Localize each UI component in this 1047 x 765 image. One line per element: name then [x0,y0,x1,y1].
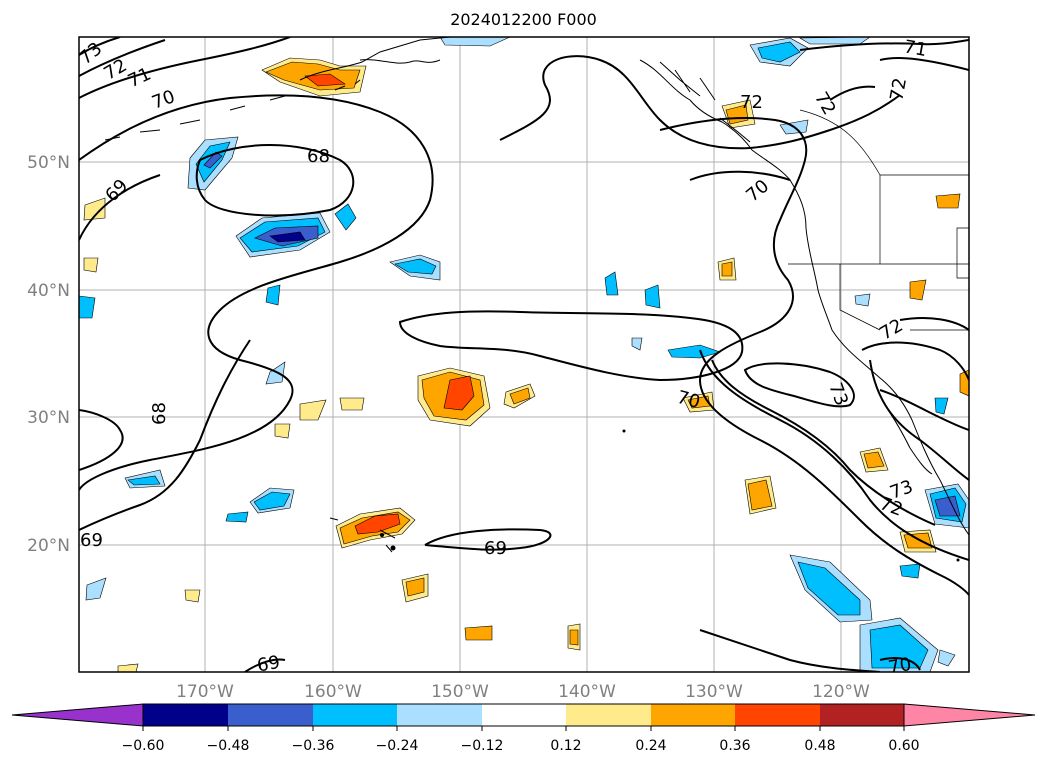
borders [788,109,969,331]
contour-label: 69 [484,538,507,559]
colorbar-segment [397,704,482,726]
lat-label: 40°N [27,281,70,301]
contour-label: 69 [80,530,103,551]
colorbar-tick-label: 0.36 [719,738,750,754]
graticule [79,37,969,672]
map-canvas: 73 72 71 70 68 69 69 68 69 69 69 70 72 7… [79,36,969,679]
colorbar-tick-label: −0.36 [292,738,335,754]
coastlines [104,37,969,553]
lon-label: 140°W [558,682,616,702]
anomaly-shading [79,37,969,672]
contour-label: 68 [307,146,330,167]
colorbar-segment [313,704,397,726]
colorbar-tick-label: −0.48 [207,738,250,754]
colorbar-tick-label: −0.24 [376,738,419,754]
map-frame [78,36,970,673]
colorbar-tick-label: 0.48 [804,738,835,754]
contour-label: 70 [887,654,913,679]
colorbar-tick-label: −0.12 [461,738,504,754]
lat-label: 50°N [27,153,70,173]
colorbar-segment [482,704,566,726]
contour-lines [79,37,969,672]
contour-label: 71 [902,36,928,61]
colorbar-extend-low [11,703,144,727]
longitude-labels: 170°W 160°W 150°W 140°W 130°W 120°W [176,682,870,702]
colorbar-tick-label: 0.24 [635,738,666,754]
contour-label: 69 [255,652,281,677]
colorbar-segment [820,704,904,726]
colorbar-segment [228,704,313,726]
lon-label: 160°W [304,682,362,702]
lon-label: 170°W [176,682,234,702]
colorbar-segment [566,704,651,726]
colorbar-tick-label: −0.60 [122,738,165,754]
contour-label: 72 [886,76,911,102]
colorbar: −0.60 −0.48 −0.36 −0.24 −0.12 0.12 0.24 … [11,703,1036,754]
colorbar-segment [143,704,228,726]
latitude-labels: 50°N 40°N 30°N 20°N [27,153,70,556]
colorbar-tick-label: 0.12 [550,738,581,754]
lat-label: 30°N [27,408,70,428]
colorbar-segment [651,704,735,726]
lat-label: 20°N [27,536,70,556]
contour-label: 68 [149,402,170,425]
lon-label: 150°W [431,682,489,702]
islands [380,429,960,562]
colorbar-tick-label: 0.60 [888,738,919,754]
colorbar-extend-high [903,703,1036,727]
contour-label: 72 [740,92,763,113]
lon-label: 130°W [685,682,743,702]
map-title: 2024012200 F000 [450,10,597,29]
colorbar-segment [735,704,820,726]
lon-label: 120°W [812,682,870,702]
